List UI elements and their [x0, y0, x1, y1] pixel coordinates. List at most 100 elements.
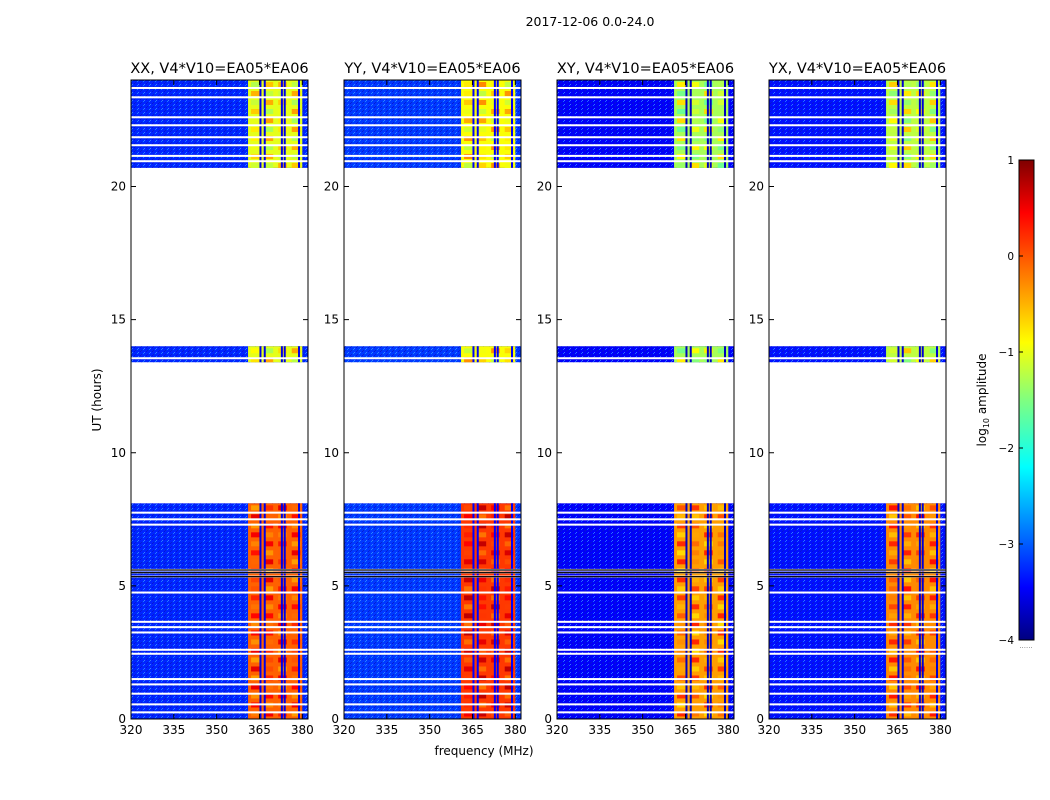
flagged-row-dark — [769, 572, 946, 574]
band-cell — [464, 684, 473, 690]
band-cell — [464, 91, 473, 96]
band-cell — [677, 109, 686, 114]
band-cell — [889, 550, 898, 556]
flagged-channel — [493, 80, 496, 168]
y-tick-label: 15 — [324, 313, 339, 327]
band-cell — [717, 613, 727, 619]
band-cell — [690, 532, 700, 538]
band-cell — [929, 639, 939, 645]
band-cell — [902, 657, 912, 663]
flagged-row — [344, 518, 521, 521]
band-cell — [690, 163, 700, 168]
band-cell — [677, 532, 686, 538]
flagged-channel — [706, 346, 709, 363]
band-cell — [264, 693, 274, 699]
flagged-channel — [918, 628, 921, 719]
band-cell — [690, 559, 700, 565]
band-cell — [464, 541, 473, 547]
flagged-row — [769, 116, 946, 119]
band-cell — [677, 523, 686, 529]
flagged-row — [131, 124, 308, 127]
band-cell — [717, 577, 727, 583]
band-cell — [464, 675, 473, 681]
flagged-row — [769, 96, 946, 99]
band-cell — [251, 586, 260, 592]
band-cell — [504, 82, 514, 87]
flagged-channel — [709, 503, 712, 629]
band-cell — [264, 639, 274, 645]
flagged-channel — [918, 503, 921, 629]
panel-title: XX, V4*V10=EA05*EA06 — [130, 61, 308, 77]
y-tick-label: 10 — [537, 446, 552, 460]
band-cell — [717, 684, 727, 690]
band-cell — [291, 684, 301, 690]
band-cell — [690, 523, 700, 529]
band-cell — [677, 675, 686, 681]
y-tick-label: 20 — [324, 180, 339, 194]
panel-title: YY, V4*V10=EA05*EA06 — [343, 61, 520, 77]
band-cell — [291, 357, 301, 363]
flagged-channel — [724, 628, 727, 719]
flagged-channel — [476, 503, 479, 629]
flagged-row — [769, 683, 946, 686]
band-cell — [902, 666, 912, 672]
flagged-channel — [689, 80, 692, 168]
flagged-channel — [283, 80, 286, 168]
band-cell — [717, 648, 727, 654]
flagged-row — [131, 652, 308, 655]
flagged-channel — [706, 503, 709, 629]
flagged-row — [557, 678, 734, 681]
band-cell — [264, 648, 274, 654]
flagged-row-dark — [769, 576, 946, 578]
y-tick-label: 5 — [118, 579, 126, 593]
band-cell — [902, 541, 912, 547]
band-cell — [504, 163, 514, 168]
flagged-channel — [706, 628, 709, 719]
band-cell — [291, 523, 301, 529]
band-cell — [264, 622, 274, 628]
band-cell — [251, 91, 260, 96]
band-cell — [464, 711, 473, 717]
band-cell — [504, 100, 514, 105]
band-cell — [889, 595, 898, 601]
band-cell — [902, 348, 912, 354]
flagged-row-dark — [131, 572, 308, 574]
flagged-row — [344, 144, 521, 147]
band-cell — [690, 100, 700, 105]
band-cell — [929, 613, 939, 619]
band-cell — [902, 514, 912, 520]
band-cell — [504, 541, 514, 547]
band-cell — [717, 523, 727, 529]
band-cell — [717, 550, 727, 556]
band-cell — [477, 693, 487, 699]
band-cell — [264, 348, 274, 354]
flagged-channel — [298, 628, 301, 719]
band-cell — [690, 604, 700, 610]
band-cell — [717, 532, 727, 538]
y-tick-label: 10 — [749, 446, 764, 460]
band-cell — [690, 711, 700, 717]
flagged-channel — [263, 80, 266, 168]
band-cell — [477, 595, 487, 601]
x-tick-label: 350 — [205, 723, 228, 737]
y-tick-label: 0 — [331, 712, 339, 726]
flagged-row — [557, 154, 734, 157]
band-cell — [677, 595, 686, 601]
band-cell — [264, 127, 274, 132]
band-cell — [264, 91, 274, 96]
band-cell — [504, 586, 514, 592]
flagged-row — [557, 518, 734, 521]
band-cell — [251, 684, 260, 690]
band-cell — [902, 532, 912, 538]
band-cell — [690, 91, 700, 96]
x-axis-label: frequency (MHz) — [434, 744, 533, 758]
flagged-channel — [724, 80, 727, 168]
y-tick-label: 0 — [544, 712, 552, 726]
band-cell — [291, 505, 301, 511]
y-tick-label: 5 — [331, 579, 339, 593]
band-cell — [477, 675, 487, 681]
band-cell — [504, 639, 514, 645]
flagged-channel — [689, 628, 692, 719]
band-cell — [264, 586, 274, 592]
flagged-row — [344, 136, 521, 139]
